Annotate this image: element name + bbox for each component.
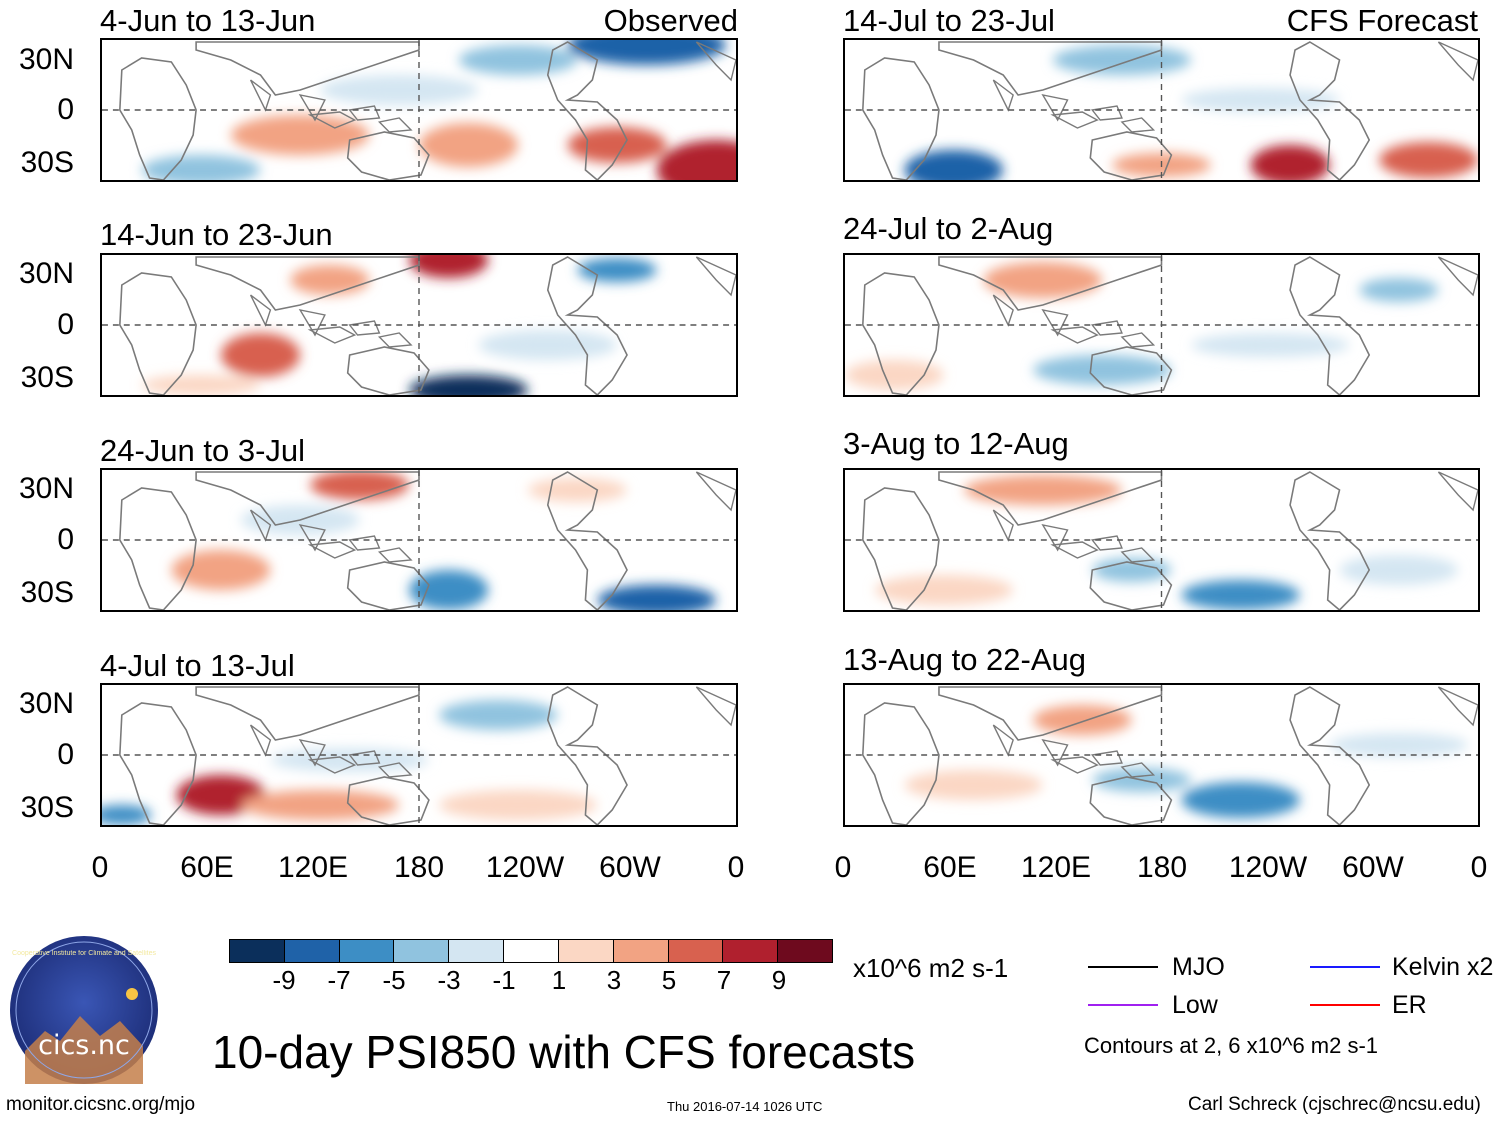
lat-label-0: 0 — [57, 523, 74, 556]
lat-label-30s: 30S — [20, 791, 74, 824]
legend-label-er: ER — [1392, 991, 1427, 1019]
colorbar-swatch — [448, 940, 504, 962]
panel-title-obs-3: 24-Jun to 3-Jul — [100, 433, 306, 468]
logo-ring-text: Cooperative Institute for Climate and Sa… — [12, 950, 156, 957]
colorbar-label: 9 — [771, 965, 787, 995]
lat-label-0: 0 — [57, 93, 74, 126]
panel-label-observed: Observed — [603, 3, 738, 38]
colorbar-units: x10^6 m2 s-1 — [853, 953, 1009, 983]
colorbar-swatch — [230, 940, 284, 962]
colorbar — [229, 939, 833, 963]
map-panel-forecast-4 — [843, 683, 1480, 827]
lon-label-0: 0 — [91, 851, 109, 884]
colorbar-swatch — [667, 940, 723, 962]
legend-label-mjo: MJO — [1172, 953, 1225, 981]
legend-line-low — [1088, 1004, 1158, 1006]
colorbar-swatch — [557, 940, 613, 962]
lon-label-120e: 120E — [277, 851, 349, 884]
colorbar-swatch — [393, 940, 449, 962]
lon-label-0-end: 0 — [1470, 851, 1488, 884]
colorbar-swatch — [283, 940, 339, 962]
map-panel-forecast-2 — [843, 253, 1480, 397]
colorbar-label: -5 — [382, 965, 406, 995]
legend-line-kelvin — [1310, 966, 1380, 968]
legend-label-kelvin: Kelvin x2 — [1392, 953, 1494, 981]
map-panel-observed-3 — [100, 468, 738, 612]
legend-line-er — [1310, 1004, 1380, 1006]
lat-label-30n: 30N — [18, 257, 74, 290]
panel-title-fcst-4: 13-Aug to 22-Aug — [843, 642, 1087, 677]
panel-title-obs-2: 14-Jun to 23-Jun — [100, 217, 333, 252]
panel-title-fcst-1: 14-Jul to 23-Jul — [843, 3, 1055, 38]
lon-label-60e: 60E — [180, 851, 234, 884]
lon-label-120w: 120W — [1228, 851, 1308, 884]
colorbar-swatch — [338, 940, 394, 962]
legend-line-mjo — [1088, 966, 1158, 968]
colorbar-label: -7 — [327, 965, 351, 995]
lon-label-0: 0 — [834, 851, 852, 884]
map-panel-observed-1 — [100, 38, 738, 182]
lon-label-0-end: 0 — [727, 851, 745, 884]
figure-title: 10-day PSI850 with CFS forecasts — [212, 1026, 916, 1078]
lon-label-120e: 120E — [1020, 851, 1092, 884]
footer-author: Carl Schreck (cjschrec@ncsu.edu) — [1188, 1094, 1481, 1115]
colorbar-label: 3 — [606, 965, 622, 995]
lat-label-0: 0 — [57, 738, 74, 771]
panel-title-obs-1: 4-Jun to 13-Jun — [100, 3, 316, 38]
legend-label-low: Low — [1172, 991, 1218, 1019]
panel-title-fcst-3: 3-Aug to 12-Aug — [843, 426, 1069, 461]
lon-label-180: 180 — [1136, 851, 1188, 884]
colorbar-label: -3 — [437, 965, 461, 995]
colorbar-label: 5 — [661, 965, 677, 995]
footer-url: monitor.cicsnc.org/mjo — [6, 1094, 196, 1115]
lon-label-180: 180 — [393, 851, 445, 884]
colorbar-swatch — [503, 940, 558, 962]
colorbar-labels: -9 -7 -5 -3 -1 1 3 5 7 9 — [229, 967, 833, 997]
colorbar-swatch — [777, 940, 832, 962]
map-panel-forecast-3 — [843, 468, 1480, 612]
lon-label-60w: 60W — [1342, 851, 1404, 884]
lat-label-30s: 30S — [20, 361, 74, 394]
panel-title-fcst-2: 24-Jul to 2-Aug — [843, 211, 1054, 246]
map-panel-observed-2 — [100, 253, 738, 397]
colorbar-label: -1 — [492, 965, 516, 995]
map-panel-observed-4 — [100, 683, 738, 827]
colorbar-label: 7 — [716, 965, 732, 995]
lon-label-60e: 60E — [923, 851, 977, 884]
lat-label-30s: 30S — [20, 146, 74, 179]
logo-graphic — [15, 941, 153, 1084]
colorbar-label: -9 — [272, 965, 296, 995]
panel-title-obs-4: 4-Jul to 13-Jul — [100, 648, 295, 683]
colorbar-label: 1 — [551, 965, 567, 995]
lon-label-120w: 120W — [485, 851, 565, 884]
lon-label-60w: 60W — [599, 851, 661, 884]
map-panel-forecast-1 — [843, 38, 1480, 182]
colorbar-swatch — [612, 940, 668, 962]
footer-timestamp: Thu 2016-07-14 1026 UTC — [667, 1099, 823, 1114]
lat-label-30s: 30S — [20, 576, 74, 609]
panel-label-cfs-forecast: CFS Forecast — [1286, 3, 1478, 38]
cics-logo: cics.nc Cooperative Institute for Climat… — [10, 936, 158, 1084]
lat-label-0: 0 — [57, 308, 74, 341]
lat-label-30n: 30N — [18, 472, 74, 505]
lat-label-30n: 30N — [18, 687, 74, 720]
legend-note: Contours at 2, 6 x10^6 m2 s-1 — [1084, 1033, 1379, 1058]
logo-text: cics.nc — [38, 1030, 130, 1061]
lat-label-30n: 30N — [18, 43, 74, 76]
colorbar-swatch — [722, 940, 778, 962]
